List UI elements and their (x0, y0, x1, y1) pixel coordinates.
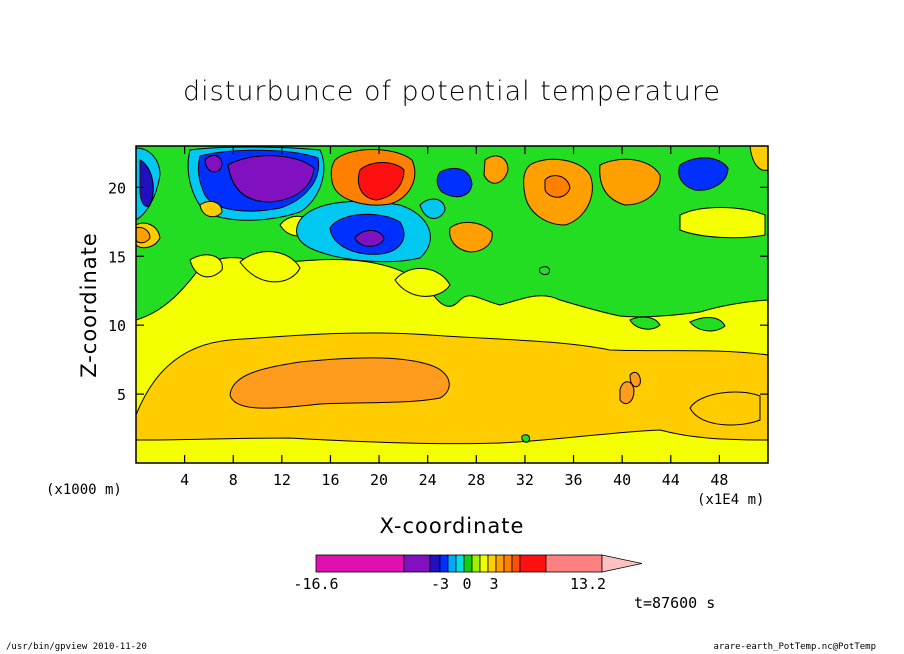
colorbar: -16.6 -3 0 3 13.2 (293, 554, 643, 593)
x-tick-label: 32 (516, 471, 534, 489)
colorbar-label: -16.6 (293, 575, 338, 593)
chart-title: disturbunce of potential temperature (183, 76, 721, 107)
x-axis-label: X-coordinate (379, 514, 525, 538)
colorbar-segment (511, 554, 521, 573)
y-axis-label: Z-coordinate (77, 232, 101, 378)
colorbar-segment (403, 554, 431, 573)
colorbar-segment (463, 554, 473, 573)
colorbar-arrow (601, 554, 643, 573)
colorbar-segment (545, 554, 603, 573)
y-tick-label: 15 (108, 248, 126, 266)
x-tick-label: 36 (565, 471, 583, 489)
cold-purple (227, 155, 315, 203)
colorbar-segment (439, 554, 449, 573)
x-tick-label: 40 (613, 471, 631, 489)
y-tick-label: 20 (108, 179, 126, 197)
colorbar-label: 0 (462, 575, 471, 593)
colorbar-segment (429, 554, 441, 573)
x-tick-label: 48 (710, 471, 728, 489)
colorbar-label: -3 (431, 575, 449, 593)
x-axis: 4 8 12 16 20 24 28 32 36 40 44 48 (180, 146, 728, 489)
x-tick-label: 16 (321, 471, 339, 489)
x-tick-label: 28 (467, 471, 485, 489)
footer-left: /usr/bin/gpview 2010-11-20 (6, 642, 147, 652)
warm-band (136, 332, 768, 445)
time-label: t=87600 s (634, 594, 716, 612)
colorbar-label: 13.2 (570, 575, 606, 593)
colorbar-segment (495, 554, 505, 573)
y-tick-label: 10 (108, 317, 126, 335)
contour-field (136, 146, 768, 463)
x-tick-label: 44 (662, 471, 680, 489)
colorbar-segment (487, 554, 497, 573)
colorbar-segment (519, 554, 547, 573)
x-tick-label: 24 (419, 471, 437, 489)
x-unit-right: (x1E4 m) (697, 492, 765, 508)
x-tick-label: 4 (180, 471, 189, 489)
x-tick-label: 20 (370, 471, 388, 489)
colorbar-segment (455, 554, 465, 573)
x-tick-label: 12 (273, 471, 291, 489)
colorbar-segment (503, 554, 513, 573)
footer-right: arare-earth_PotTemp.nc@PotTemp (713, 642, 876, 652)
plot-frame (135, 145, 769, 464)
colorbar-segment (315, 554, 405, 573)
colorbar-segment (447, 554, 457, 573)
colorbar-label: 3 (489, 575, 498, 593)
y-tick-label: 5 (117, 386, 126, 404)
x-unit-left: (x1000 m) (46, 482, 122, 498)
colorbar-segment (471, 554, 481, 573)
y-axis: 5 10 15 20 (108, 179, 768, 404)
warm-core (229, 357, 450, 409)
x-tick-label: 8 (229, 471, 238, 489)
colorbar-segment (479, 554, 489, 573)
